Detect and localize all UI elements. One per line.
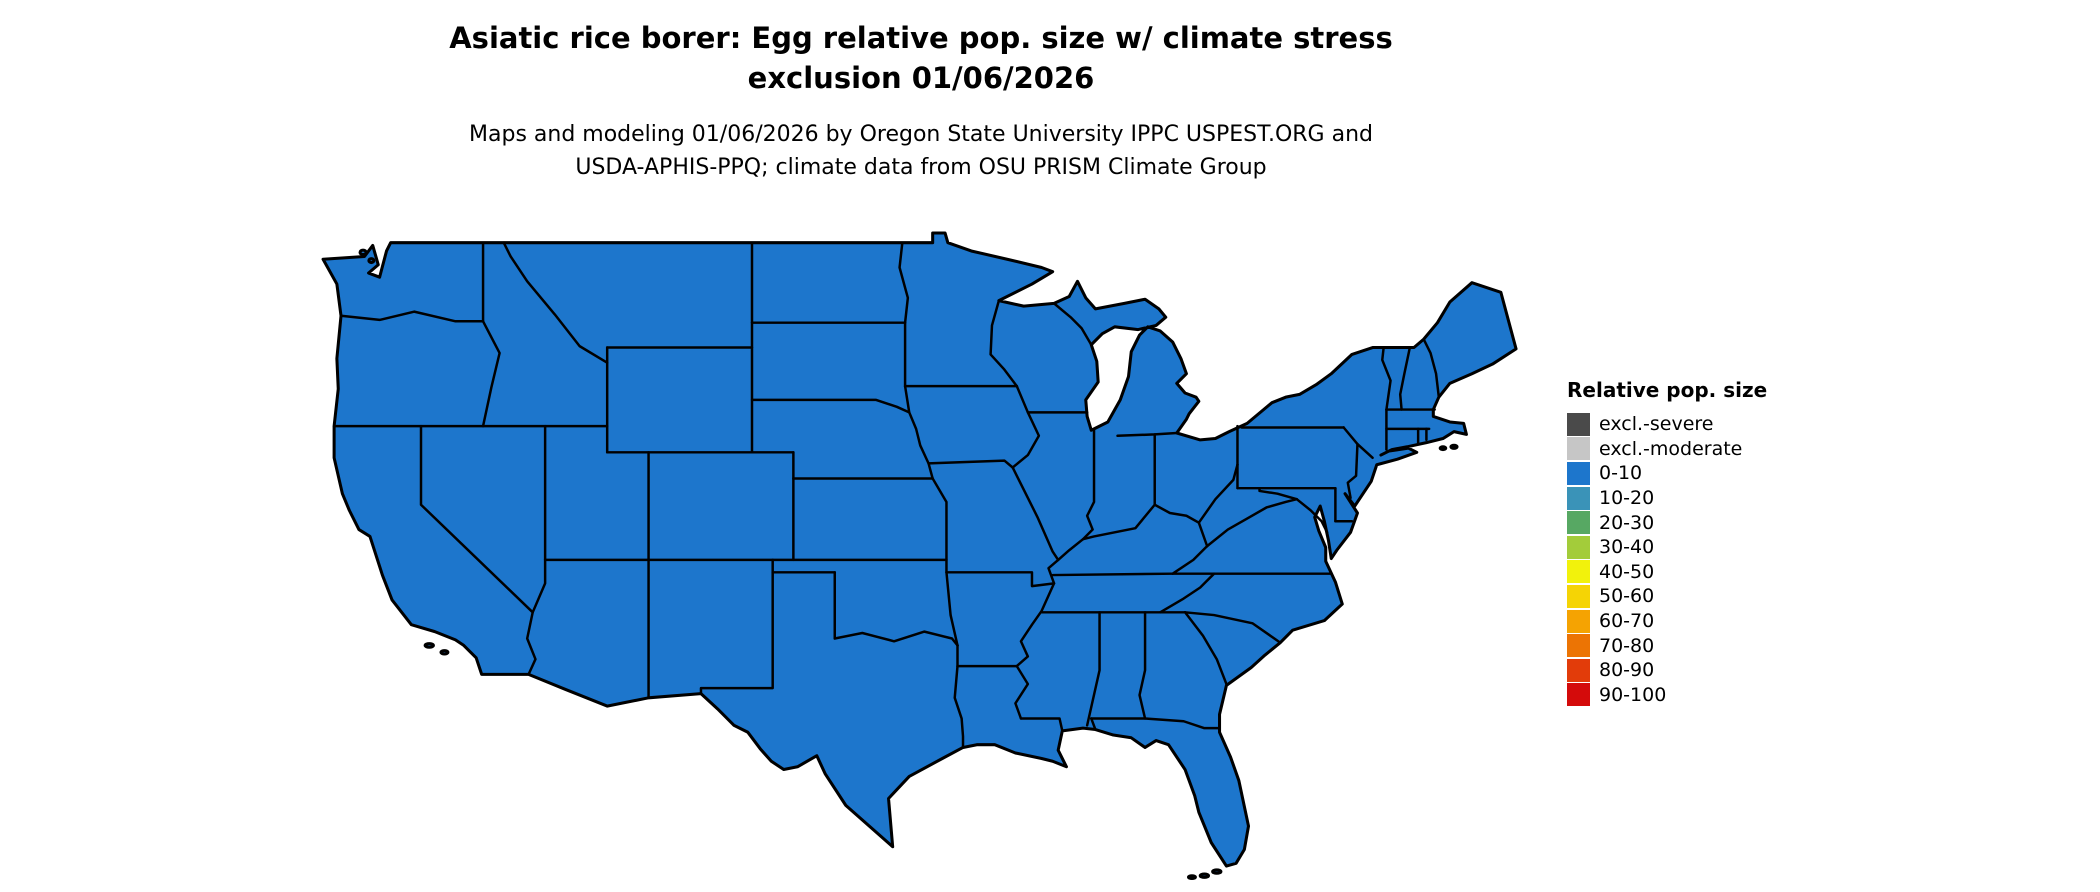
- legend-label: excl.-moderate: [1599, 437, 1743, 460]
- legend-label: 20-30: [1599, 511, 1655, 534]
- legend-label: 80-90: [1599, 659, 1655, 682]
- legend-label: 60-70: [1599, 610, 1655, 633]
- legend-label: 30-40: [1599, 536, 1655, 559]
- legend-row: excl.-moderate: [1567, 437, 1767, 462]
- legend-row: 40-50: [1567, 560, 1767, 585]
- legend-row: 0-10: [1567, 461, 1767, 486]
- legend-items: excl.-severe excl.-moderate 0-10 10-20 20-30…: [1567, 412, 1767, 707]
- legend-label: 70-80: [1599, 634, 1655, 657]
- legend-row: 60-70: [1567, 609, 1767, 634]
- legend-label: 10-20: [1599, 487, 1655, 510]
- state-borders: [332, 241, 1441, 749]
- us-map-svg: [321, 231, 1518, 881]
- islands: [358, 248, 1459, 881]
- legend-swatch: [1567, 486, 1590, 510]
- legend-label: 90-100: [1599, 683, 1667, 706]
- legend-label: 40-50: [1599, 560, 1655, 583]
- us-outline: [321, 231, 1518, 868]
- legend-swatch: [1567, 683, 1590, 707]
- us-choropleth-map: [305, 222, 1530, 884]
- legend-row: 30-40: [1567, 535, 1767, 560]
- legend-label: excl.-severe: [1599, 413, 1714, 436]
- legend: Relative pop. size excl.-severe excl.-mod…: [1567, 378, 1767, 707]
- legend-swatch: [1567, 535, 1590, 559]
- legend-swatch: [1567, 511, 1590, 535]
- legend-swatch: [1567, 634, 1590, 658]
- map-title-line1: Asiatic rice borer: Egg relative pop. si…: [449, 21, 1393, 55]
- legend-row: excl.-severe: [1567, 412, 1767, 437]
- map-title: Asiatic rice borer: Egg relative pop. si…: [321, 18, 1521, 98]
- legend-swatch: [1567, 584, 1590, 608]
- legend-swatch: [1567, 658, 1590, 682]
- legend-row: 20-30: [1567, 510, 1767, 535]
- legend-swatch: [1567, 609, 1590, 633]
- legend-swatch: [1567, 560, 1590, 584]
- legend-title: Relative pop. size: [1567, 378, 1768, 402]
- legend-row: 90-100: [1567, 683, 1767, 708]
- legend-swatch: [1567, 437, 1590, 461]
- legend-row: 10-20: [1567, 486, 1767, 511]
- legend-swatch: [1567, 461, 1590, 485]
- legend-label: 0-10: [1599, 462, 1643, 485]
- map-title-line2: exclusion 01/06/2026: [747, 61, 1095, 95]
- legend-row: 70-80: [1567, 633, 1767, 658]
- legend-swatch: [1567, 412, 1590, 436]
- map-subtitle: Maps and modeling 01/06/2026 by Oregon S…: [321, 118, 1521, 184]
- map-subtitle-line1: Maps and modeling 01/06/2026 by Oregon S…: [469, 122, 1373, 147]
- legend-row: 50-60: [1567, 584, 1767, 609]
- map-subtitle-line2: USDA-APHIS-PPQ; climate data from OSU PR…: [575, 155, 1267, 180]
- legend-row: 80-90: [1567, 658, 1767, 683]
- legend-label: 50-60: [1599, 585, 1655, 608]
